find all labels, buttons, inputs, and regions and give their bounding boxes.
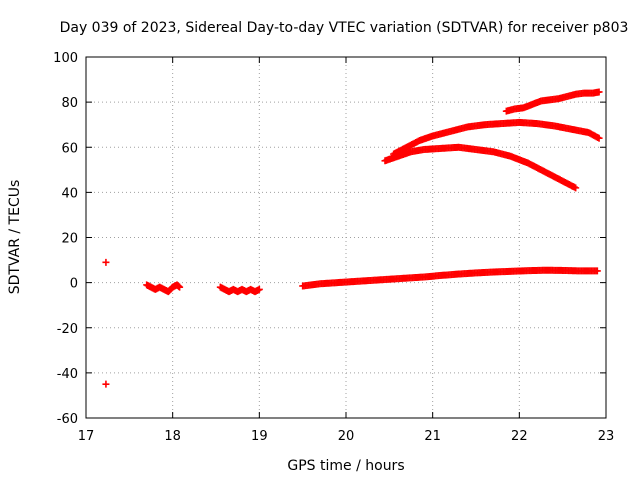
data-point — [255, 285, 263, 293]
x-axis-title: GPS time / hours — [287, 458, 404, 474]
series-track-upper-right — [502, 88, 603, 115]
data-point — [102, 258, 110, 266]
data-point — [593, 267, 601, 275]
series-segment-b — [216, 283, 263, 296]
y-tick-label: 20 — [61, 232, 78, 247]
y-tick-label: 100 — [53, 51, 78, 66]
series-track-upper — [390, 118, 603, 158]
data-point — [595, 88, 603, 96]
x-tick-label: 18 — [164, 429, 181, 444]
data-point — [176, 283, 184, 291]
series-track-middle — [381, 143, 580, 192]
y-tick-label: -40 — [57, 367, 78, 382]
x-tick-label: 23 — [598, 429, 615, 444]
x-tick-label: 22 — [511, 429, 528, 444]
data-point — [102, 380, 110, 388]
series-segment-a — [143, 281, 184, 296]
data-point — [572, 184, 580, 192]
data-points — [102, 88, 603, 388]
chart-title: Day 039 of 2023, Sidereal Day-to-day VTE… — [60, 20, 629, 36]
series-outlier-high — [102, 258, 110, 266]
series-baseline-track — [299, 266, 601, 290]
y-tick-label: 0 — [70, 277, 78, 292]
grid — [86, 57, 606, 418]
x-tick-label: 20 — [338, 429, 355, 444]
y-tick-label: 40 — [61, 186, 78, 201]
series-outlier-low — [102, 380, 110, 388]
y-tick-label: 80 — [61, 96, 78, 111]
y-tick-label: -60 — [57, 412, 78, 427]
y-tick-label: 60 — [61, 141, 78, 156]
axis-ticks: 17 18 19 20 21 22 23 -60 -40 -20 0 20 40 60 80 100 — [53, 51, 614, 444]
data-point — [595, 134, 603, 142]
y-tick-label: -20 — [57, 322, 78, 337]
x-tick-label: 19 — [251, 429, 268, 444]
x-tick-label: 21 — [424, 429, 441, 444]
x-tick-label: 17 — [78, 429, 95, 444]
y-axis-title: SDTVAR / TECUs — [7, 180, 23, 295]
